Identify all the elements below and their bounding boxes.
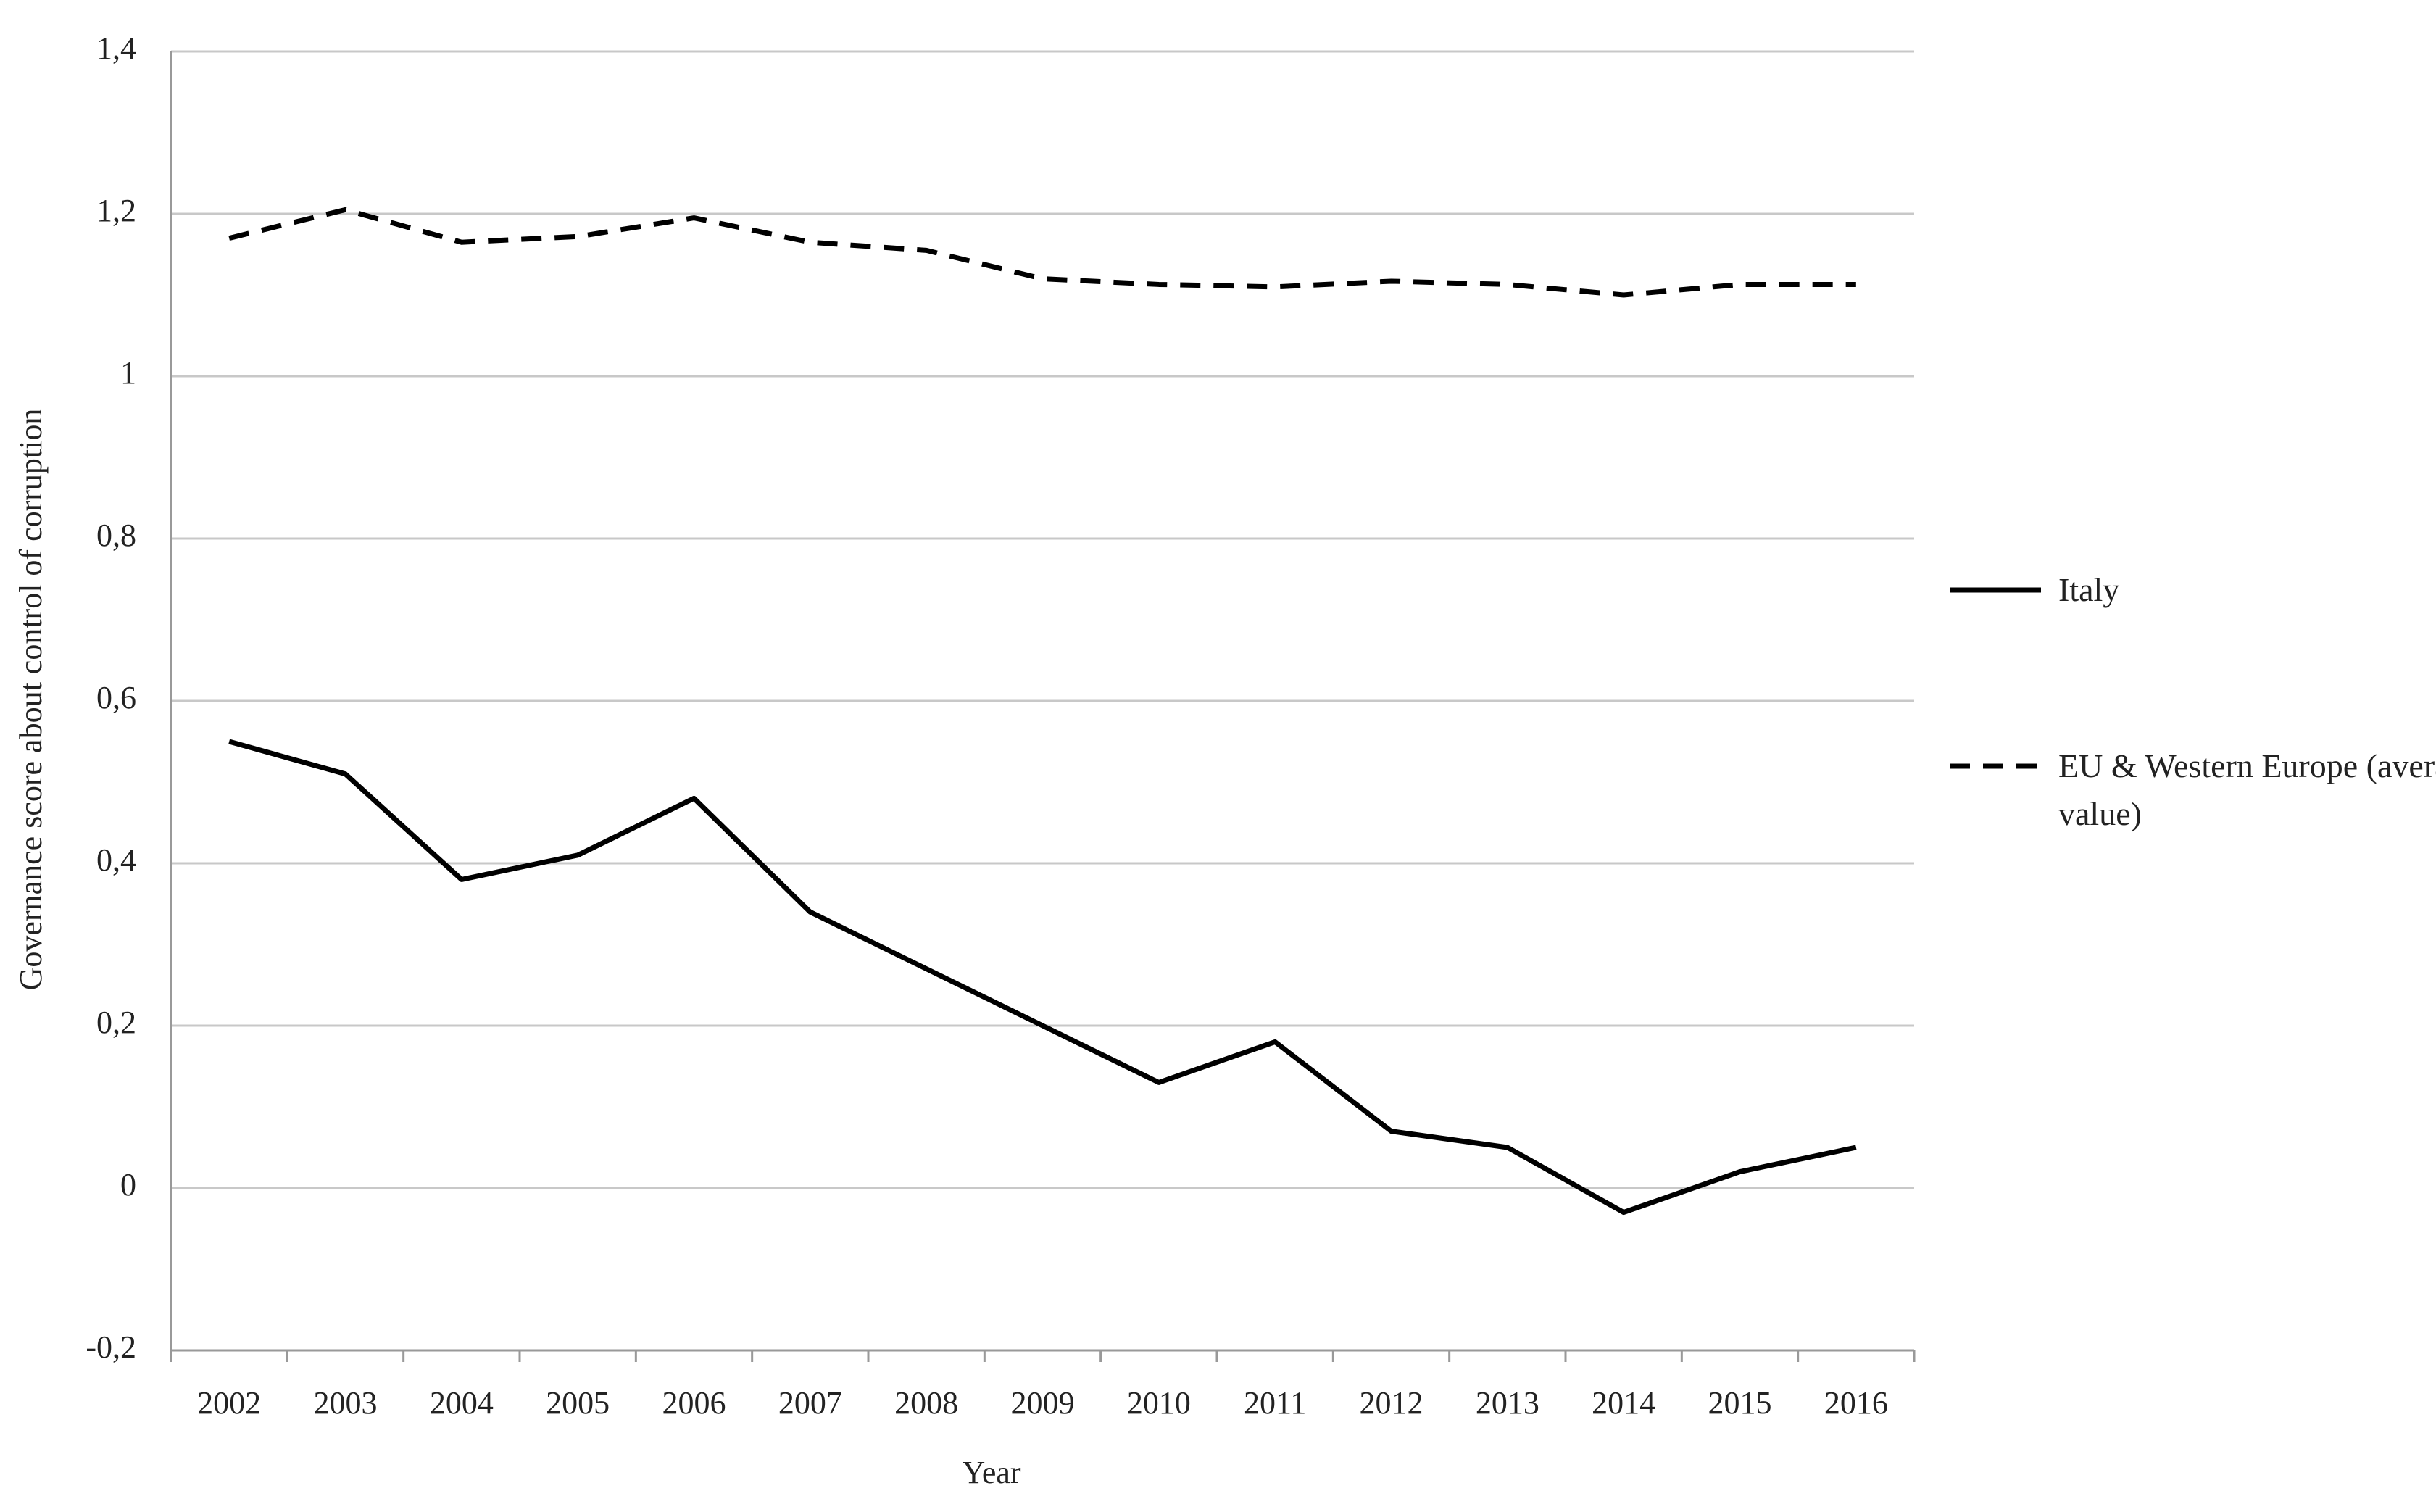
y-tick-label: 0,6 <box>96 680 136 715</box>
x-tick-label: 2012 <box>1360 1385 1423 1421</box>
x-tick-label: 2013 <box>1476 1385 1539 1421</box>
x-tick-label: 2009 <box>1011 1385 1075 1421</box>
x-tick-label: 2006 <box>662 1385 726 1421</box>
x-tick-label: 2010 <box>1127 1385 1191 1421</box>
y-tick-label: 1,2 <box>96 193 136 228</box>
y-tick-label: 0,8 <box>96 518 136 553</box>
x-axis-label: Year <box>962 1455 1020 1490</box>
x-tick-label: 2005 <box>546 1385 610 1421</box>
x-tick-label: 2014 <box>1592 1385 1655 1421</box>
line-series <box>228 739 1857 1216</box>
x-tick-label: 2004 <box>430 1385 494 1421</box>
y-axis-label: Governance score about control of corrup… <box>13 409 49 991</box>
legend-label: Italy <box>2058 571 2120 608</box>
y-tick-label: 0,2 <box>96 1005 136 1040</box>
x-tick-label: 2002 <box>197 1385 261 1421</box>
y-tick-label: 1 <box>120 355 136 391</box>
y-tick-label: 1,4 <box>96 30 136 66</box>
y-tick-label: 0 <box>120 1167 136 1202</box>
x-tick-label: 2011 <box>1244 1385 1306 1421</box>
legend-label: EU & Western Europe (average value) <box>2058 747 2436 832</box>
x-tick-label: 2016 <box>1824 1385 1888 1421</box>
y-tick-label: 0,4 <box>96 842 136 878</box>
x-tick-label: 2007 <box>778 1385 842 1421</box>
line-series <box>228 207 1856 298</box>
x-tick-label: 2008 <box>894 1385 958 1421</box>
x-tick-label: 2003 <box>314 1385 378 1421</box>
y-tick-label: -0,2 <box>86 1329 136 1365</box>
x-tick-label: 2015 <box>1708 1385 1772 1421</box>
